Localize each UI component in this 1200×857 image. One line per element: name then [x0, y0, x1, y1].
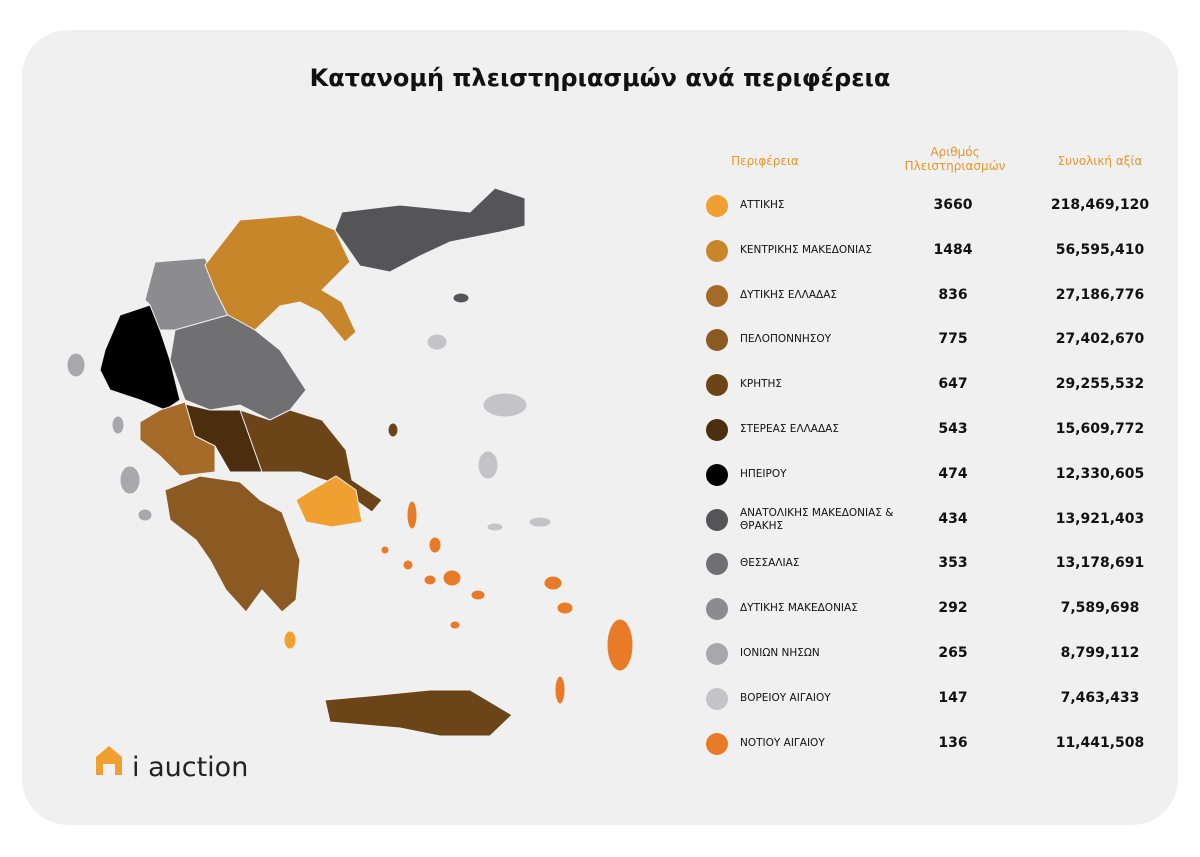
total-value: 13,178,691 [1055, 555, 1145, 572]
region-shape [66, 352, 86, 378]
region-shape [111, 415, 125, 435]
total-value: 27,402,670 [1055, 331, 1145, 348]
region-shape [452, 292, 470, 304]
total-value: 13,921,403 [1055, 510, 1145, 527]
auction-count: 136 [938, 734, 968, 751]
region-shape [528, 516, 552, 528]
region-shape [387, 422, 399, 438]
region-shape [486, 522, 504, 532]
region-name: ΑΝΑΤΟΛΙΚΗΣ ΜΑΚΕΔΟΝΙΑΣ & ΘΡΑΚΗΣ [740, 506, 894, 532]
region-shape [169, 314, 307, 421]
legend-dot [706, 732, 728, 755]
total-value: 12,330,605 [1055, 465, 1145, 482]
total-value: 8,799,112 [1060, 645, 1140, 661]
auction-count: 265 [938, 645, 968, 661]
map [66, 187, 634, 775]
region-shape [99, 304, 181, 411]
auction-count: 292 [938, 600, 968, 617]
region-shape [137, 508, 153, 522]
auction-count: 836 [938, 286, 968, 303]
auction-count: 3660 [933, 197, 973, 213]
column-header: Αριθμός Πλειστηριασμών [904, 145, 1006, 173]
total-value: 29,255,532 [1055, 376, 1145, 393]
legend-dot [706, 598, 728, 621]
legend-dot [706, 284, 728, 307]
region-name: ΘΕΣΣΑΛΙΑΣ [740, 557, 800, 570]
legend-dot [706, 374, 728, 397]
auction-count: 353 [938, 555, 968, 572]
column-header: Συνολική αξία [1057, 154, 1143, 168]
region-name: ΚΡΗΤΗΣ [740, 378, 783, 391]
region-shape [477, 450, 499, 480]
auction-count: 543 [938, 421, 968, 437]
region-shape [442, 569, 462, 587]
region-name: ΔΥΤΙΚΗΣ ΜΑΚΕΔΟΝΙΑΣ [740, 602, 858, 615]
auction-count: 474 [938, 465, 968, 482]
total-value: 56,595,410 [1055, 241, 1145, 258]
region-shape [606, 618, 634, 672]
region-shape [449, 620, 461, 630]
region-name: ΔΥΤΙΚΗΣ ΕΛΛΑΔΑΣ [740, 288, 838, 301]
region-shape [295, 475, 363, 528]
region-shape [139, 401, 216, 477]
auction-count: 1484 [933, 241, 973, 258]
region-shape [556, 601, 574, 615]
region-shape [482, 392, 528, 418]
title: Κατανομή πλειστηριασμών ανά περιφέρεια [309, 64, 891, 92]
auction-count: 647 [938, 376, 968, 393]
region-shape [470, 589, 486, 601]
region-shape [423, 574, 437, 586]
region-shape [406, 500, 418, 530]
region-shape [380, 545, 390, 555]
legend-dot [706, 643, 728, 665]
region-name: ΑΤΤΙΚΗΣ [740, 199, 785, 211]
legend-dot [706, 329, 728, 352]
legend-dot [706, 239, 728, 262]
region-shape [119, 465, 141, 495]
auction-count: 147 [938, 689, 968, 706]
total-value: 11,441,508 [1055, 734, 1145, 751]
legend-dot [706, 687, 728, 710]
region-shape [428, 536, 442, 554]
total-value: 7,589,698 [1060, 600, 1140, 617]
region-name: ΒΟΡΕΙΟΥ ΑΙΓΑΙΟΥ [740, 691, 831, 704]
region-name: ΗΠΕΙΡΟΥ [740, 467, 787, 480]
total-value: 15,609,772 [1055, 421, 1145, 437]
auction-count: 434 [938, 510, 968, 527]
total-value: 7,463,433 [1060, 689, 1140, 706]
region-shape [554, 675, 566, 705]
region-shape [334, 187, 526, 273]
legend-dot [706, 463, 728, 486]
legend-dot [706, 553, 728, 576]
region-shape [426, 333, 448, 351]
region-shape [164, 475, 301, 613]
legend-dot [706, 195, 728, 217]
region-shape [543, 575, 563, 591]
region-shape [324, 689, 513, 737]
region-shape [283, 630, 297, 650]
total-value: 27,186,776 [1055, 286, 1145, 303]
column-header: Περιφέρεια [731, 154, 799, 168]
region-shape [402, 559, 414, 571]
region-name: ΝΟΤΙΟΥ ΑΙΓΑΙΟΥ [740, 736, 825, 749]
region-name: ΙΟΝΙΩΝ ΝΗΣΩΝ [740, 647, 820, 659]
legend-dot [706, 419, 728, 441]
legend-dot [706, 508, 728, 531]
total-value: 218,469,120 [1050, 197, 1150, 213]
logo: i auction [132, 752, 249, 783]
auction-count: 775 [938, 331, 968, 348]
region-name: ΣΤΕΡΕΑΣ ΕΛΛΑΔΑΣ [740, 423, 839, 435]
region-name: ΠΕΛΟΠΟΝΝΗΣΟΥ [740, 333, 832, 346]
logo-icon [96, 746, 122, 775]
region-name: ΚΕΝΤΡΙΚΗΣ ΜΑΚΕΔΟΝΙΑΣ [740, 243, 872, 256]
